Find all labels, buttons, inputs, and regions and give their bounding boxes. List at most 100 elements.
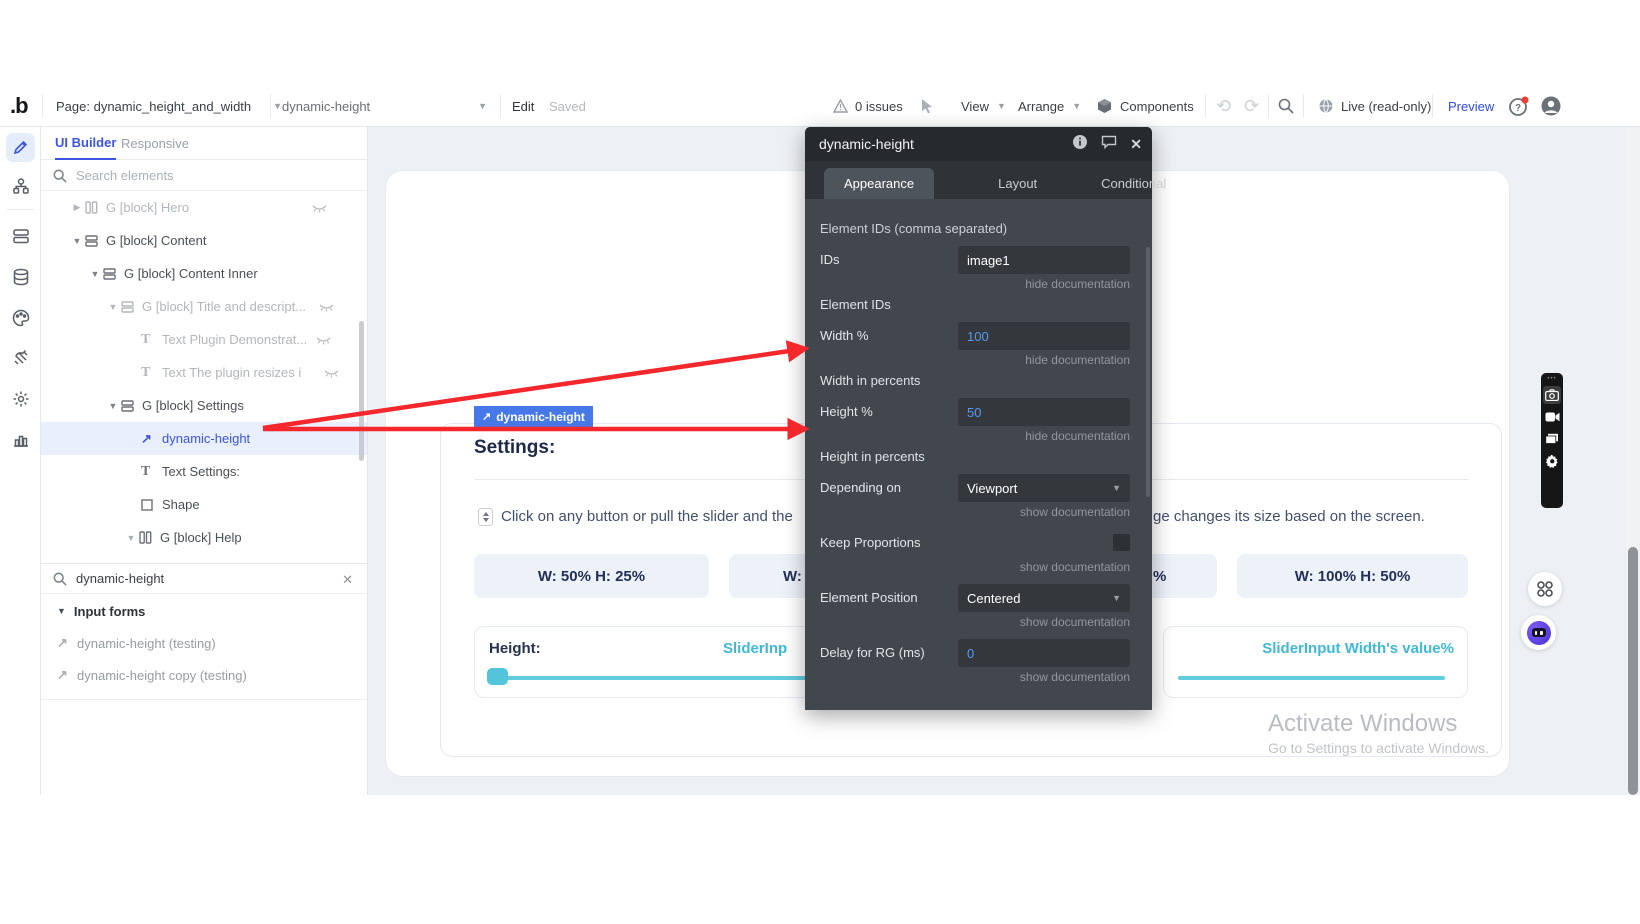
page-dropdown[interactable]: Page: dynamic_height_and_width ▼ bbox=[56, 98, 283, 114]
tree-item-settings[interactable]: ▼ G [block] Settings bbox=[41, 389, 367, 422]
database-icon[interactable] bbox=[6, 262, 35, 291]
doc-link[interactable]: hide documentation bbox=[1025, 277, 1130, 291]
doc-link[interactable]: show documentation bbox=[1019, 615, 1130, 629]
tree-item-text-settings[interactable]: T Text Settings: bbox=[141, 463, 241, 480]
separator bbox=[500, 94, 501, 118]
cursor-tool-icon[interactable] bbox=[920, 85, 935, 127]
hidden-eye-icon[interactable] bbox=[319, 301, 334, 316]
assistant-chatbot-button[interactable] bbox=[1521, 615, 1556, 650]
result-dynamic-height-copy-testing[interactable]: ↗ dynamic-height copy (testing) bbox=[57, 667, 247, 683]
issues-indicator[interactable]: 0 issues bbox=[833, 85, 903, 127]
clear-search-icon[interactable]: ✕ bbox=[342, 572, 353, 587]
hidden-eye-icon[interactable] bbox=[312, 202, 327, 217]
arrange-menu[interactable]: Arrange ▼ bbox=[1018, 98, 1082, 114]
components-button[interactable]: Components bbox=[1096, 85, 1194, 127]
height-slider-value: SliderInp bbox=[723, 640, 788, 657]
help-icon[interactable]: ? bbox=[1508, 85, 1529, 127]
screenshot-camera-icon[interactable] bbox=[1543, 386, 1561, 404]
height-slider-handle[interactable] bbox=[487, 668, 508, 685]
tab-appearance[interactable]: Appearance bbox=[824, 168, 935, 199]
tree-item-help[interactable]: ▼ G [block] Help bbox=[41, 521, 367, 554]
height-percent-input[interactable] bbox=[958, 398, 1130, 426]
styles-palette-icon[interactable] bbox=[6, 303, 35, 332]
tab-ui-builder[interactable]: UI Builder bbox=[55, 127, 117, 160]
height-slider-label: Height: bbox=[489, 640, 541, 657]
search-elements-input[interactable] bbox=[76, 168, 306, 183]
search-icon bbox=[53, 572, 67, 586]
depending-on-select[interactable]: Viewport ▼ bbox=[958, 474, 1130, 502]
tree-scrollbar[interactable] bbox=[359, 321, 364, 461]
chevron-down-icon[interactable]: ▼ bbox=[126, 532, 136, 543]
size-button-100-50[interactable]: W: 100% H: 50% bbox=[1237, 554, 1468, 598]
browser-scrollbar[interactable] bbox=[1626, 127, 1640, 795]
scrollbar-thumb[interactable] bbox=[1628, 547, 1638, 795]
field-sub-label: Element IDs bbox=[820, 297, 891, 312]
layers-icon[interactable] bbox=[6, 221, 35, 250]
hidden-eye-icon[interactable] bbox=[324, 367, 339, 382]
logs-chart-icon[interactable] bbox=[6, 425, 35, 454]
settings-heading: Settings: bbox=[474, 437, 556, 458]
result-dynamic-height-testing[interactable]: ↗ dynamic-height (testing) bbox=[57, 635, 216, 651]
doc-link[interactable]: show documentation bbox=[1019, 505, 1130, 519]
redo-icon[interactable]: ⟳ bbox=[1244, 95, 1260, 116]
search-icon[interactable] bbox=[1278, 85, 1294, 127]
tree-item-text-plugin-demo[interactable]: T Text Plugin Demonstrat... bbox=[41, 323, 367, 356]
view-menu[interactable]: View ▼ bbox=[961, 98, 1006, 114]
plugins-plug-icon[interactable] bbox=[6, 343, 35, 372]
tree-item-title-description[interactable]: ▼ G [block] Title and descript... bbox=[41, 290, 367, 323]
tree-item-dynamic-height[interactable]: ↗ dynamic-height bbox=[41, 422, 367, 455]
width-slider-track[interactable] bbox=[1178, 676, 1445, 680]
drag-handle-dots[interactable]: ••• bbox=[1547, 376, 1557, 382]
element-dropdown[interactable]: dynamic-height ▼ bbox=[282, 98, 488, 114]
info-icon[interactable] bbox=[1072, 134, 1088, 155]
tree-item-content[interactable]: ▼ G [block] Content bbox=[41, 224, 367, 257]
account-avatar[interactable] bbox=[1541, 85, 1561, 127]
tree-item-html[interactable]: </> HTML A bbox=[41, 554, 367, 563]
tab-responsive[interactable]: Responsive bbox=[121, 136, 189, 151]
chevron-down-icon[interactable]: ▼ bbox=[90, 268, 100, 279]
workflow-icon[interactable] bbox=[6, 171, 35, 200]
doc-link[interactable]: hide documentation bbox=[1025, 353, 1130, 367]
width-percent-input[interactable] bbox=[958, 322, 1130, 350]
property-editor-header[interactable]: dynamic-height ✕ bbox=[805, 127, 1152, 161]
capture-settings-gear-icon[interactable] bbox=[1543, 452, 1561, 470]
panel-scrollbar[interactable] bbox=[1146, 247, 1150, 497]
undo-icon[interactable]: ⟲ bbox=[1216, 95, 1232, 116]
element-position-select[interactable]: Centered ▼ bbox=[958, 584, 1130, 612]
settings-gear-icon[interactable] bbox=[6, 384, 35, 413]
size-button-50-25[interactable]: W: 50% H: 25% bbox=[474, 554, 709, 598]
group-rows-icon bbox=[103, 267, 124, 280]
edit-mode-label[interactable]: Edit bbox=[512, 98, 535, 114]
chevron-down-icon[interactable]: ▼ bbox=[108, 400, 118, 411]
widget-grid-button[interactable] bbox=[1528, 572, 1562, 606]
hidden-eye-icon[interactable] bbox=[316, 334, 331, 349]
delay-rg-input[interactable] bbox=[958, 639, 1130, 667]
design-pencil-icon[interactable] bbox=[6, 133, 35, 162]
tab-layout[interactable]: Layout bbox=[998, 176, 1038, 191]
tree-item-content-inner[interactable]: ▼ G [block] Content Inner bbox=[41, 257, 367, 290]
tree-item-text-plugin-resizes[interactable]: T Text The plugin resizes i bbox=[41, 356, 367, 389]
bubble-logo[interactable]: .b bbox=[10, 93, 29, 118]
chevron-down-icon[interactable]: ▼ bbox=[72, 235, 82, 246]
live-mode[interactable]: Live (read-only) bbox=[1318, 85, 1431, 127]
close-icon[interactable]: ✕ bbox=[1130, 135, 1142, 152]
windows-capture-icon[interactable] bbox=[1543, 430, 1561, 448]
video-record-icon[interactable] bbox=[1543, 408, 1561, 426]
keep-proportions-checkbox[interactable] bbox=[1113, 534, 1130, 551]
ids-input[interactable] bbox=[958, 246, 1130, 274]
tree-item-hero[interactable]: ▶ G [block] Hero bbox=[41, 191, 367, 224]
results-group-input-forms[interactable]: ▼ Input forms bbox=[57, 603, 146, 619]
doc-link[interactable]: show documentation bbox=[1019, 670, 1130, 684]
text-element-icon: T bbox=[141, 331, 151, 347]
preview-button[interactable]: Preview bbox=[1448, 98, 1495, 114]
comment-icon[interactable] bbox=[1101, 134, 1117, 154]
tab-conditional[interactable]: Conditional bbox=[1101, 176, 1167, 191]
chevron-right-icon[interactable]: ▶ bbox=[73, 202, 81, 212]
doc-link[interactable]: hide documentation bbox=[1025, 429, 1130, 443]
instruction-text-right: ge changes its size based on the screen. bbox=[1153, 508, 1425, 525]
search-filter-input[interactable] bbox=[76, 571, 306, 586]
element-tree: ▶ G [block] Hero ▼ G [block] Content ▼ G… bbox=[41, 191, 367, 563]
tree-item-shape[interactable]: Shape bbox=[41, 488, 367, 521]
doc-link[interactable]: show documentation bbox=[1019, 560, 1130, 574]
chevron-down-icon[interactable]: ▼ bbox=[108, 301, 118, 312]
